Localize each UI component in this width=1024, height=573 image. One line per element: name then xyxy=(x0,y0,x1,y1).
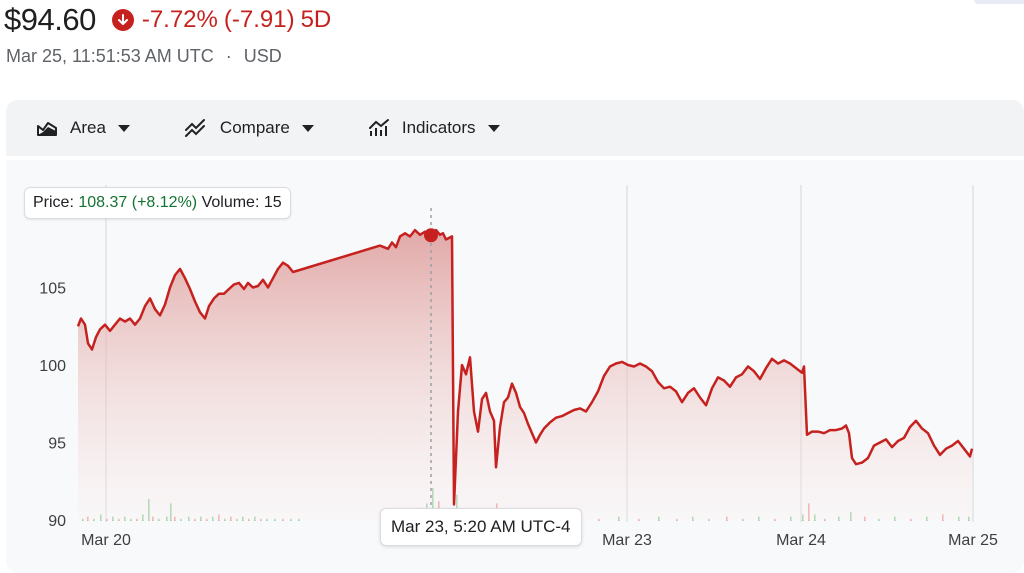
tooltip-volume-value: 15 xyxy=(263,194,282,211)
chart-type-label: Area xyxy=(70,118,106,137)
crosshair-date-label: Mar 23, 5:20 AM UTC-4 xyxy=(380,508,582,546)
price-meta: Mar 25, 11:51:53 AM UTC · USD xyxy=(6,46,282,67)
compare-label: Compare xyxy=(219,118,290,137)
chevron-down-icon xyxy=(487,124,500,132)
chevron-down-icon xyxy=(301,124,314,132)
tooltip-price-value: 108.37 xyxy=(78,194,128,211)
price-timestamp: Mar 25, 11:51:53 AM UTC xyxy=(6,46,214,66)
x-tick-label: Mar 20 xyxy=(81,532,131,549)
indicators-icon xyxy=(368,119,389,136)
currency-label: USD xyxy=(243,46,282,66)
price-line xyxy=(76,228,974,506)
current-price: $94.60 xyxy=(4,2,96,37)
y-tick-label: 90 xyxy=(48,513,66,530)
crosshair-point xyxy=(424,228,438,243)
area-chart-icon xyxy=(37,122,57,136)
indicators-dropdown[interactable]: Indicators xyxy=(360,108,508,148)
x-tick-label: Mar 25 xyxy=(948,532,998,549)
chart-toolbar: Area Compare Indicators xyxy=(6,100,1024,156)
y-tick-label: 105 xyxy=(39,281,66,298)
change-range: 5D xyxy=(300,6,332,33)
y-tick-label: 100 xyxy=(39,358,66,375)
compare-icon xyxy=(184,119,205,137)
tooltip-price-label: Price: xyxy=(33,194,74,211)
chevron-down-icon xyxy=(117,124,130,132)
meta-separator: · xyxy=(225,46,232,66)
arrow-down-icon xyxy=(111,9,134,31)
compare-dropdown[interactable]: Compare xyxy=(176,108,322,148)
indicators-label: Indicators xyxy=(401,118,476,137)
x-tick-label: Mar 23 xyxy=(602,532,652,549)
change-percent: -7.72% xyxy=(141,6,218,33)
price-area-fill xyxy=(78,230,972,520)
price-change: -7.72% (-7.91) 5D xyxy=(111,6,332,34)
price-header: $94.60 -7.72% (-7.91) 5D xyxy=(4,0,331,40)
change-value: (-7.91) xyxy=(223,6,295,33)
x-tick-label: Mar 24 xyxy=(776,532,826,549)
top-right-corner-tab xyxy=(974,0,1024,4)
tooltip-price-change: (+8.12%) xyxy=(131,194,198,211)
price-tooltip: Price: 108.37 (+8.12%) Volume: 15 xyxy=(24,187,291,219)
chart-type-dropdown[interactable]: Area xyxy=(28,108,138,148)
tooltip-volume-label: Volume: xyxy=(201,194,260,211)
y-tick-label: 95 xyxy=(48,436,66,453)
